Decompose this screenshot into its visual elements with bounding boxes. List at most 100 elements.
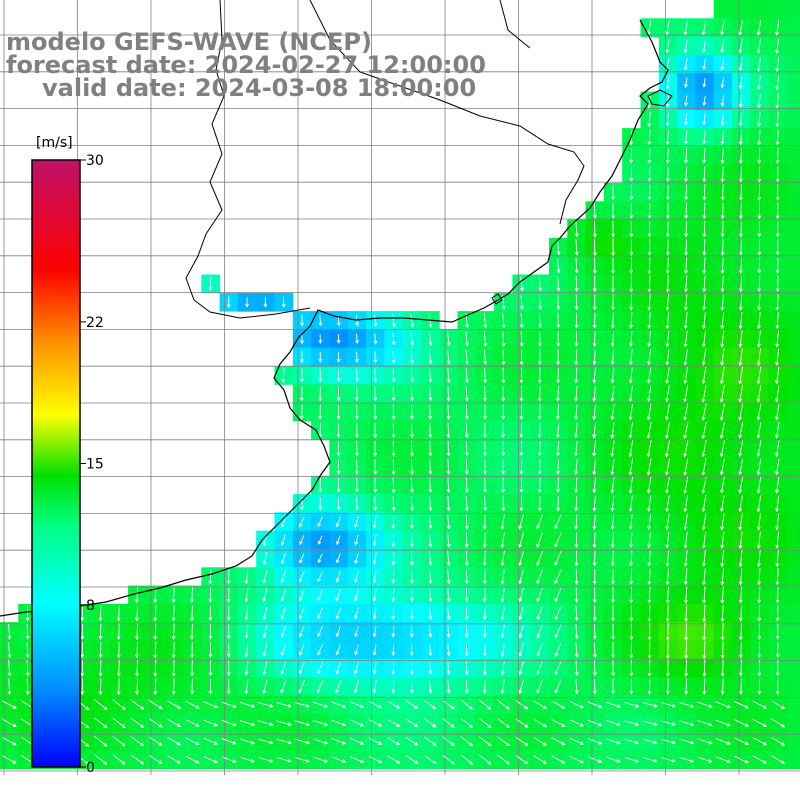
wind-vector-arrow <box>629 623 634 641</box>
wind-vector-arrow <box>592 514 597 530</box>
wind-vector-arrow <box>720 622 725 641</box>
wind-vector-arrow <box>464 422 469 439</box>
wind-vector-arrow <box>372 588 377 602</box>
wind-speed-cell <box>786 585 800 605</box>
wind-vector-arrow <box>98 641 103 659</box>
wind-vector-arrow <box>665 257 670 275</box>
wind-vector-arrow <box>642 757 658 763</box>
wind-vector-arrow <box>720 20 725 36</box>
wind-vector-arrow <box>775 294 780 311</box>
wind-vector-arrow <box>554 551 562 566</box>
wind-vector-arrow <box>465 367 469 384</box>
inland-border-east <box>309 0 585 225</box>
wind-vector-arrow <box>171 605 176 622</box>
wind-vector-arrow <box>739 678 743 695</box>
wind-vector-arrow <box>574 404 578 421</box>
wind-vector-arrow <box>683 568 688 586</box>
wind-vector-arrow <box>483 422 487 439</box>
wind-vector-arrow <box>683 367 689 385</box>
wind-vector-arrow <box>368 755 383 764</box>
wind-vector-arrow <box>244 569 249 585</box>
wind-vector-arrow <box>551 737 566 746</box>
wind-vector-arrow <box>354 588 359 602</box>
wind-vector-arrow <box>185 737 200 745</box>
wind-vector-arrow <box>25 605 30 622</box>
wind-vector-arrow <box>683 312 688 330</box>
wind-vector-arrow <box>537 441 542 457</box>
wind-vector-arrow <box>701 39 707 54</box>
wind-vector-arrow <box>574 422 578 439</box>
wind-vector-arrow <box>752 737 768 746</box>
wind-vector-arrow <box>428 422 433 439</box>
wind-vector-arrow <box>354 662 359 675</box>
wind-vector-arrow <box>775 678 780 695</box>
wind-vector-arrow <box>720 604 725 623</box>
wind-vector-arrow <box>300 351 304 364</box>
wind-vector-arrow <box>757 312 761 330</box>
wind-vector-arrow <box>624 702 640 708</box>
wind-vector-arrow <box>257 702 274 708</box>
wind-vector-arrow <box>739 641 743 659</box>
wind-vector-arrow <box>683 385 689 403</box>
wind-vector-arrow <box>446 532 451 548</box>
wind-vector-arrow <box>518 514 525 530</box>
wind-vector-arrow <box>335 662 342 675</box>
wind-vector-arrow <box>373 422 378 439</box>
wind-vector-arrow <box>775 111 780 128</box>
wind-vector-arrow <box>518 532 525 549</box>
wind-vector-arrow <box>518 643 524 657</box>
wind-vector-arrow <box>464 625 469 639</box>
wind-vector-arrow <box>556 312 561 329</box>
wind-vector-arrow <box>410 332 415 346</box>
wind-speed-cell <box>768 0 788 19</box>
colorbar-tick-label: 22 <box>86 315 104 331</box>
wind-vector-arrow <box>221 701 237 709</box>
wind-vector-arrow <box>774 403 780 421</box>
wind-vector-arrow <box>574 330 579 348</box>
wind-vector-arrow <box>442 699 455 710</box>
wind-vector-arrow <box>665 513 670 531</box>
inland-border <box>185 0 311 319</box>
wind-vector-arrow <box>372 552 377 565</box>
wind-vector-arrow <box>574 642 579 658</box>
wind-vector-arrow <box>226 605 231 622</box>
wind-vector-arrow <box>757 586 762 604</box>
wind-vector-arrow <box>683 293 688 311</box>
wind-vector-arrow <box>410 496 415 512</box>
wind-vector-arrow <box>757 294 761 311</box>
wind-vector-arrow <box>428 569 433 585</box>
wind-vector-arrow <box>372 570 377 584</box>
wind-vector-arrow <box>775 275 780 293</box>
wind-vector-arrow <box>391 404 396 420</box>
wind-vector-arrow <box>574 257 579 274</box>
wind-vector-arrow <box>409 607 414 620</box>
wind-vector-arrow <box>372 662 377 675</box>
wind-vector-arrow <box>299 553 305 564</box>
wind-vector-arrow <box>239 756 255 763</box>
colorbar-unit: [m/s] <box>36 135 73 151</box>
wind-vector-arrow <box>331 756 347 763</box>
wind-vector-arrow <box>442 754 455 765</box>
wind-vector-arrow <box>203 756 219 764</box>
wind-vector-arrow <box>647 568 652 586</box>
wind-vector-arrow <box>428 459 433 476</box>
wind-vector-arrow <box>719 458 725 476</box>
wind-vector-arrow <box>775 220 780 238</box>
wind-vector-arrow <box>702 604 707 623</box>
wind-vector-arrow <box>574 276 579 293</box>
wind-vector-arrow <box>391 422 396 439</box>
wind-vector-arrow <box>775 348 780 367</box>
wind-vector-arrow <box>373 314 378 327</box>
wind-vector-arrow <box>606 738 621 745</box>
wind-vector-arrow <box>629 184 634 201</box>
wind-vector-arrow <box>738 440 744 458</box>
wind-vector-arrow <box>611 275 615 293</box>
wind-vector-arrow <box>519 495 524 512</box>
wind-vector-arrow <box>611 605 615 622</box>
wind-vector-arrow <box>190 660 194 677</box>
wind-vector-arrow <box>775 38 780 54</box>
wind-vector-arrow <box>720 184 725 201</box>
wind-vector-arrow <box>757 147 762 165</box>
wind-vector-arrow <box>464 569 469 585</box>
